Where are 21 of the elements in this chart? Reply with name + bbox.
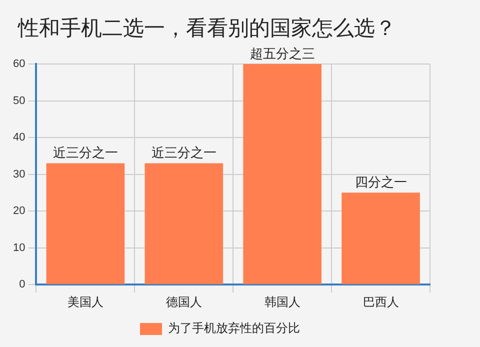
x-tick-label: 巴西人: [362, 295, 399, 310]
y-tick-label: 0: [19, 278, 26, 291]
x-tick-label: 韩国人: [264, 295, 300, 310]
legend-label: 为了手机放弃性的百分比: [168, 321, 300, 336]
y-tick-label: 40: [12, 132, 26, 144]
x-tick-label: 德国人: [166, 295, 202, 310]
data-label: 四分之一: [354, 176, 407, 191]
chart-title: 性和手机二选一，看看别的国家怎么选？: [18, 15, 396, 42]
y-tick-label: 60: [12, 58, 26, 70]
bar: [243, 64, 322, 284]
bar: [342, 192, 420, 284]
y-tick-label: 10: [12, 242, 26, 254]
y-tick-label: 30: [12, 168, 26, 180]
data-label: 近三分之一: [52, 146, 118, 162]
bar: [144, 163, 224, 284]
data-label: 超五分之三: [250, 46, 315, 62]
y-tick-label: 20: [12, 205, 26, 218]
y-tick-label: 50: [12, 94, 26, 107]
data-label: 近三分之一: [151, 146, 216, 162]
bar: [46, 163, 125, 284]
x-tick-label: 美国人: [67, 295, 104, 310]
